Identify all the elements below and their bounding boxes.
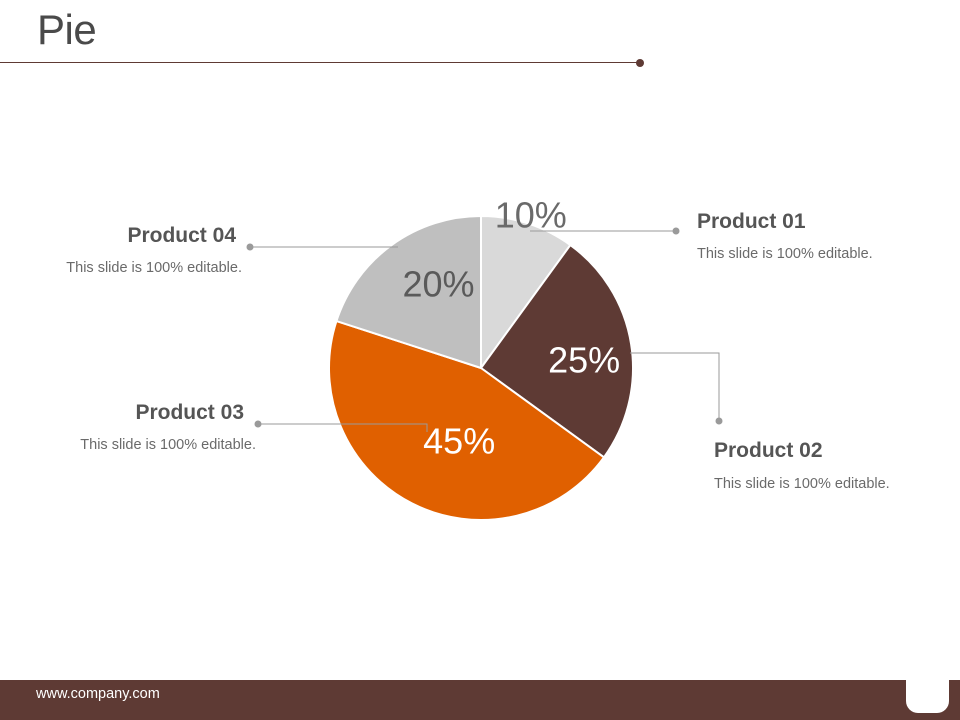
- connector-dot-product-02: [715, 417, 723, 425]
- pie-label-product-03: 45%: [423, 420, 495, 461]
- title-divider-dot: [636, 59, 644, 67]
- connector-dot-product-01: [672, 227, 680, 235]
- pie-chart: 10% 25% 45% 20%: [246, 194, 723, 521]
- connector-dot-product-03: [254, 420, 262, 428]
- product-04-description: This slide is 100% editable.: [66, 260, 242, 276]
- pie-slice-product-02: [479, 243, 634, 459]
- product-03-description: This slide is 100% editable.: [80, 437, 256, 453]
- footer-bar: www.company.com: [0, 680, 960, 720]
- product-01-title: Product 01: [697, 210, 806, 233]
- connector-product-03: [258, 423, 428, 432]
- pie-label-product-04: 20%: [402, 263, 474, 304]
- product-03-title: Product 03: [135, 401, 244, 424]
- pie-label-product-01: 10%: [495, 194, 567, 235]
- connector-product-02: [630, 352, 720, 421]
- product-02-description: This slide is 100% editable.: [714, 476, 890, 492]
- pie-label-product-02: 25%: [548, 340, 620, 381]
- pie-slice-product-03: [328, 319, 606, 521]
- product-04-title: Product 04: [127, 224, 236, 247]
- product-02-title: Product 02: [714, 439, 823, 462]
- footer-url[interactable]: www.company.com: [36, 686, 160, 702]
- pie-slice-product-04: [335, 214, 482, 370]
- connector-dot-product-04: [246, 243, 254, 251]
- footer-tab: [906, 680, 949, 713]
- pie-slice-product-01: [480, 214, 572, 372]
- product-01-description: This slide is 100% editable.: [697, 246, 873, 262]
- page-title: Pie: [37, 6, 97, 53]
- title-divider: [0, 62, 638, 63]
